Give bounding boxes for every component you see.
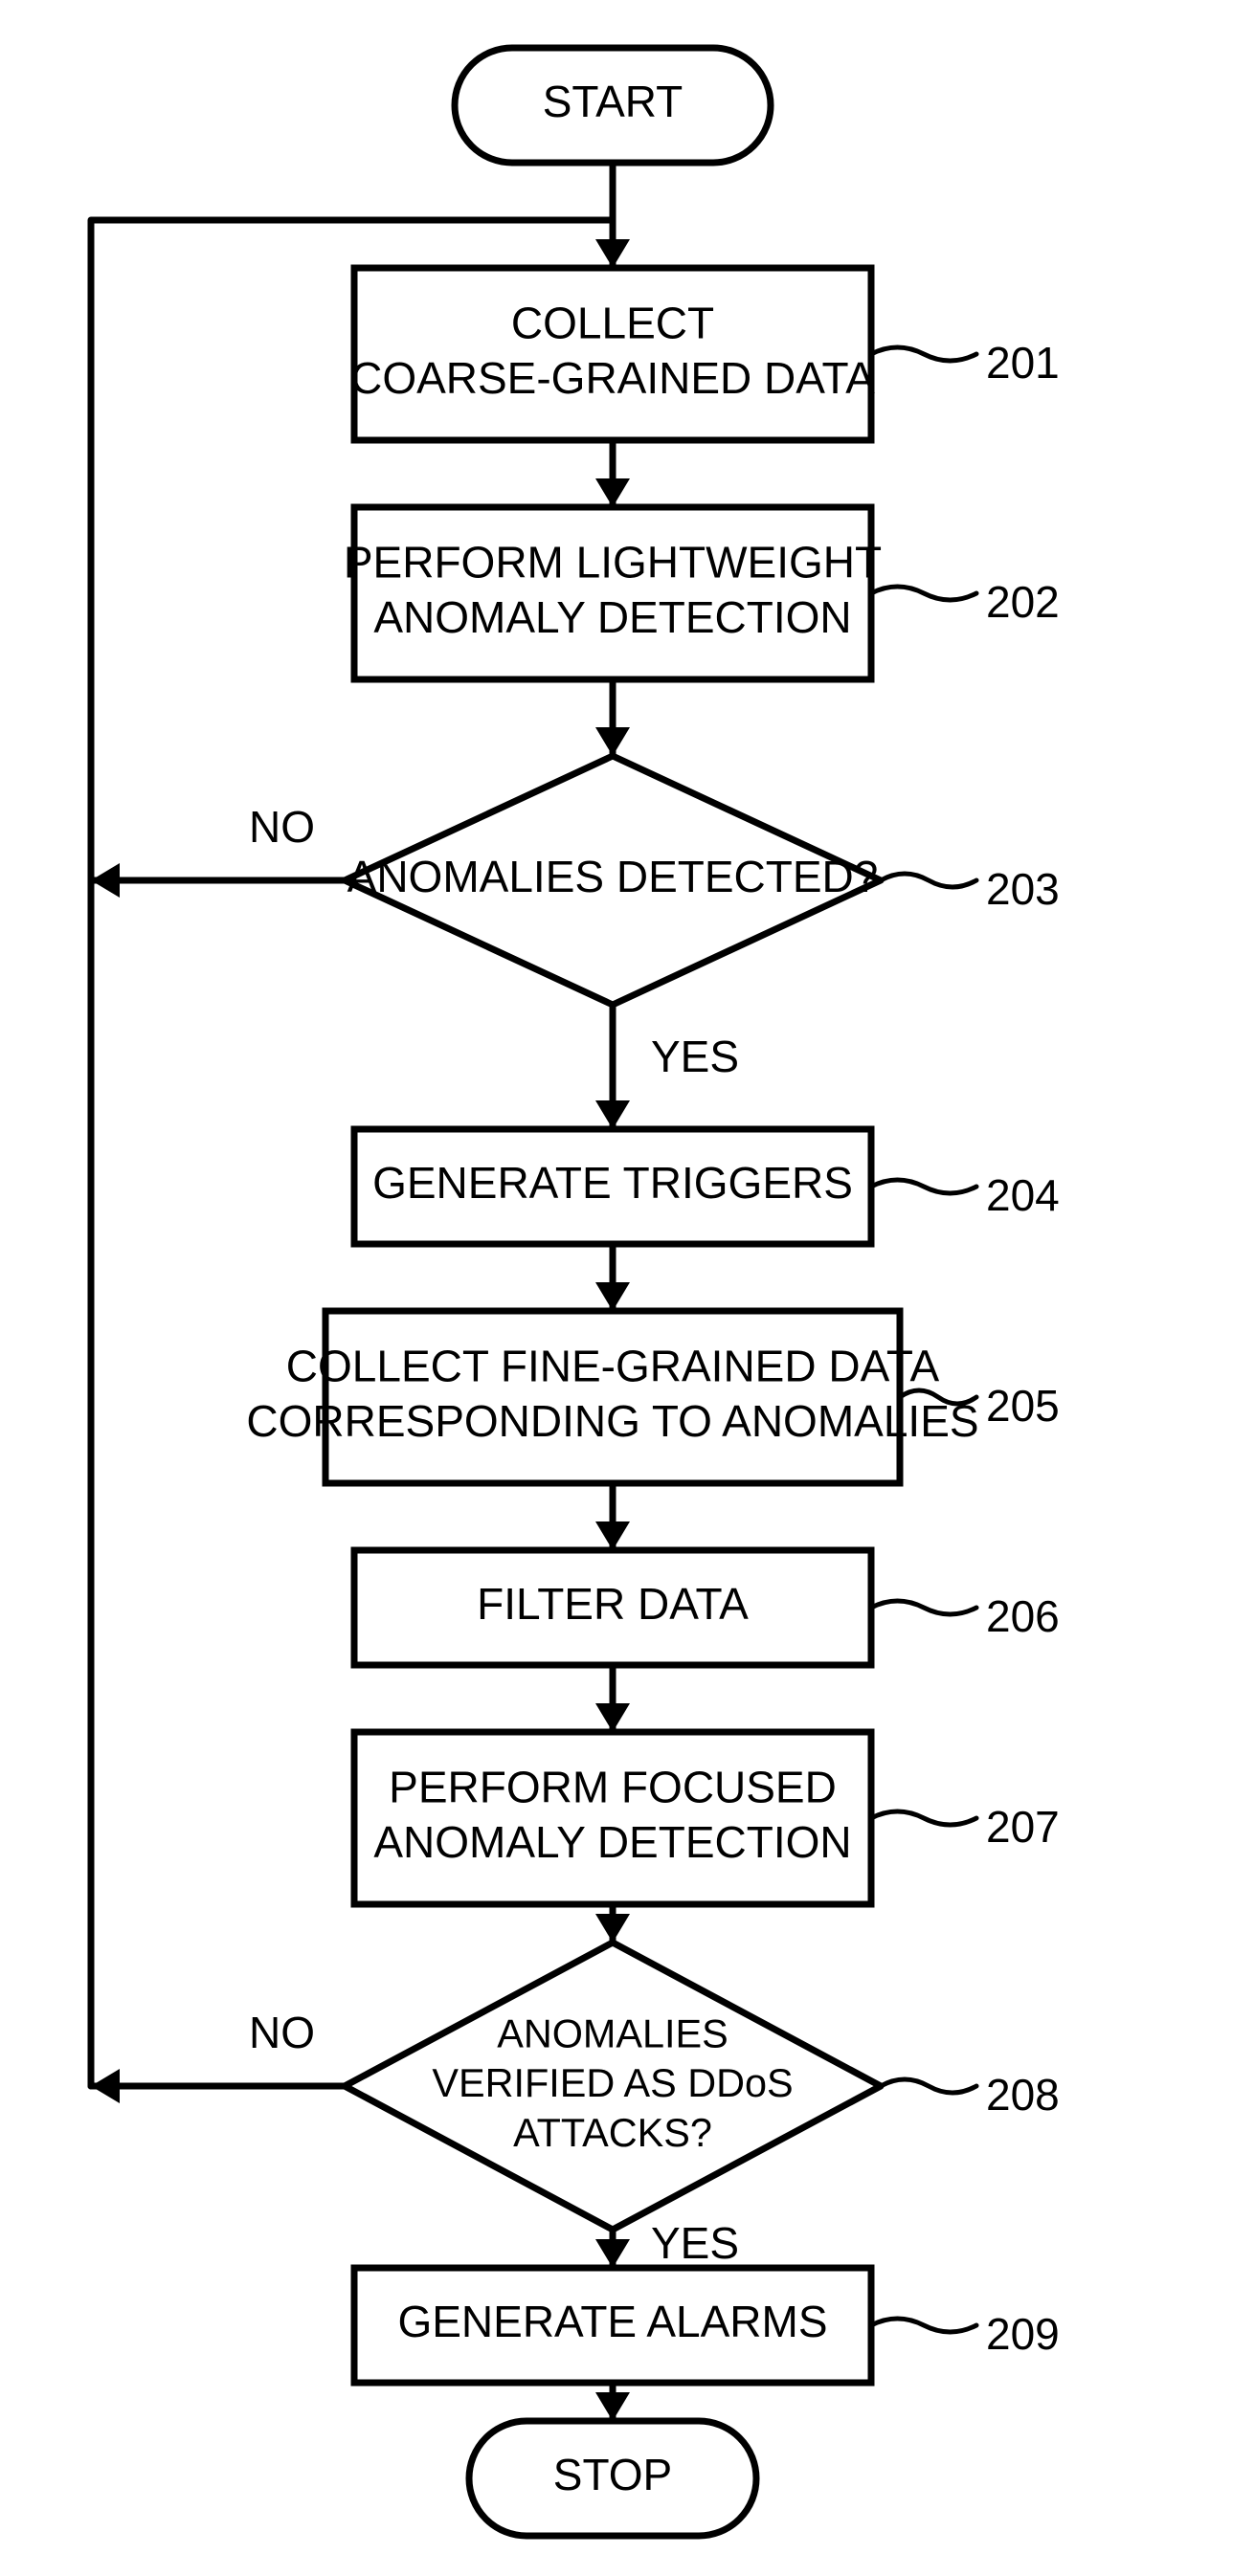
ref-label-206: 206 — [986, 1591, 1060, 1641]
ref-connector-208 — [881, 2079, 976, 2093]
arrowhead — [91, 2069, 120, 2103]
arrowhead — [595, 239, 630, 268]
flowchart-canvas: YESNOYESNOSTARTSTOPCOLLECTCOARSE-GRAINED… — [0, 0, 1255, 2576]
ref-label-209: 209 — [986, 2309, 1060, 2359]
ref-label-204: 204 — [986, 1170, 1060, 1220]
arrowhead — [595, 1282, 630, 1311]
start-terminal-label: START — [543, 77, 684, 126]
arrowhead — [595, 1703, 630, 1732]
ref-connector-206 — [871, 1601, 976, 1614]
edge-label-no: NO — [249, 802, 315, 852]
ref-connector-204 — [871, 1180, 976, 1193]
ref-label-202: 202 — [986, 577, 1060, 627]
ref-label-201: 201 — [986, 338, 1060, 388]
arrowhead — [595, 727, 630, 756]
ref-label-208: 208 — [986, 2070, 1060, 2120]
decision-203-label: ANOMALIES DETECTED? — [347, 852, 879, 901]
arrowhead — [595, 2392, 630, 2421]
arrowhead — [91, 863, 120, 898]
edge-label-yes: YES — [651, 2218, 739, 2268]
edge-label-yes: YES — [651, 1032, 739, 1081]
arrowhead — [595, 2239, 630, 2268]
process-206-label: FILTER DATA — [477, 1579, 749, 1629]
arrowhead — [595, 1100, 630, 1129]
process-204-label: GENERATE TRIGGERS — [372, 1158, 853, 1208]
ref-label-205: 205 — [986, 1381, 1060, 1431]
ref-label-203: 203 — [986, 864, 1060, 914]
process-209-label: GENERATE ALARMS — [397, 2297, 827, 2346]
ref-connector-203 — [881, 874, 976, 887]
ref-label-207: 207 — [986, 1802, 1060, 1852]
arrowhead — [595, 1521, 630, 1550]
edge-label-no: NO — [249, 2008, 315, 2057]
stop-terminal-label: STOP — [553, 2450, 672, 2499]
ref-connector-202 — [871, 587, 976, 600]
ref-connector-207 — [871, 1811, 976, 1825]
ref-connector-201 — [871, 347, 976, 361]
ref-connector-209 — [871, 2319, 976, 2332]
arrowhead — [595, 1914, 630, 1943]
arrowhead — [595, 478, 630, 507]
